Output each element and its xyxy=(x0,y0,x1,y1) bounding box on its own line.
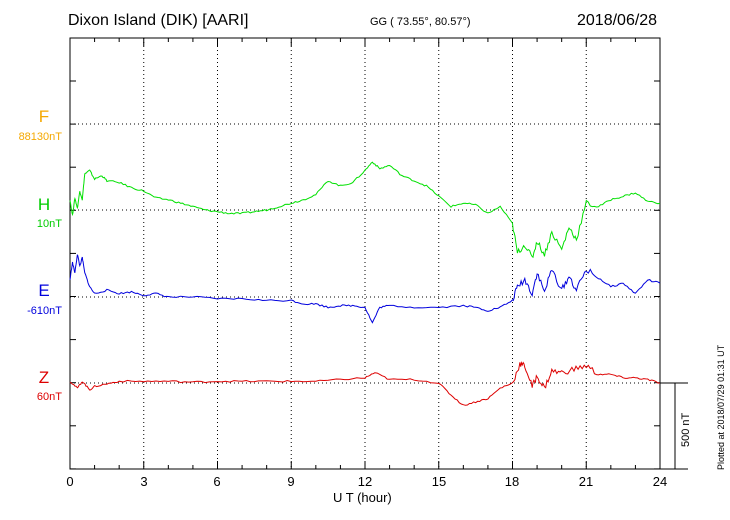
grid xyxy=(70,38,660,469)
series-line-e xyxy=(69,254,661,324)
scale-bar xyxy=(660,382,688,470)
channel-label-e: E xyxy=(38,281,50,300)
x-tick-label: 3 xyxy=(140,474,148,489)
x-tick-label: 9 xyxy=(287,474,295,489)
baseline-label-f: 88130nT xyxy=(18,131,62,143)
baseline-label-z: 60nT xyxy=(36,391,62,403)
channel-label-z: Z xyxy=(38,368,50,387)
x-tick-label: 15 xyxy=(431,474,447,489)
channel-label-h: H xyxy=(37,195,51,214)
series-line-h xyxy=(69,161,661,259)
baseline-label-h: 10nT xyxy=(36,218,62,230)
series-lines xyxy=(69,161,661,406)
x-tick-label: 24 xyxy=(652,474,668,489)
scale-bar-label: 500 nT xyxy=(680,412,692,447)
x-tick-label: 18 xyxy=(504,474,520,489)
series-line-z xyxy=(69,361,661,406)
plotted-timestamp: Plotted at 2018/07/29 01:31 UT xyxy=(716,344,726,470)
date-label: 2018/06/28 xyxy=(577,12,658,29)
station-title: Dixon Island (DIK) [AARI] xyxy=(68,12,249,29)
x-tick-label: 0 xyxy=(66,474,74,489)
x-tick-label: 21 xyxy=(578,474,594,489)
channel-label-f: F xyxy=(38,107,50,126)
station-coordinates: GG ( 73.55°, 80.57°) xyxy=(370,16,471,28)
x-axis-label: U T (hour) xyxy=(333,490,392,505)
x-tick-label: 6 xyxy=(213,474,221,489)
baseline-label-e: -610nT xyxy=(27,305,62,317)
axis-ticks xyxy=(69,38,661,470)
x-tick-label: 12 xyxy=(357,474,373,489)
